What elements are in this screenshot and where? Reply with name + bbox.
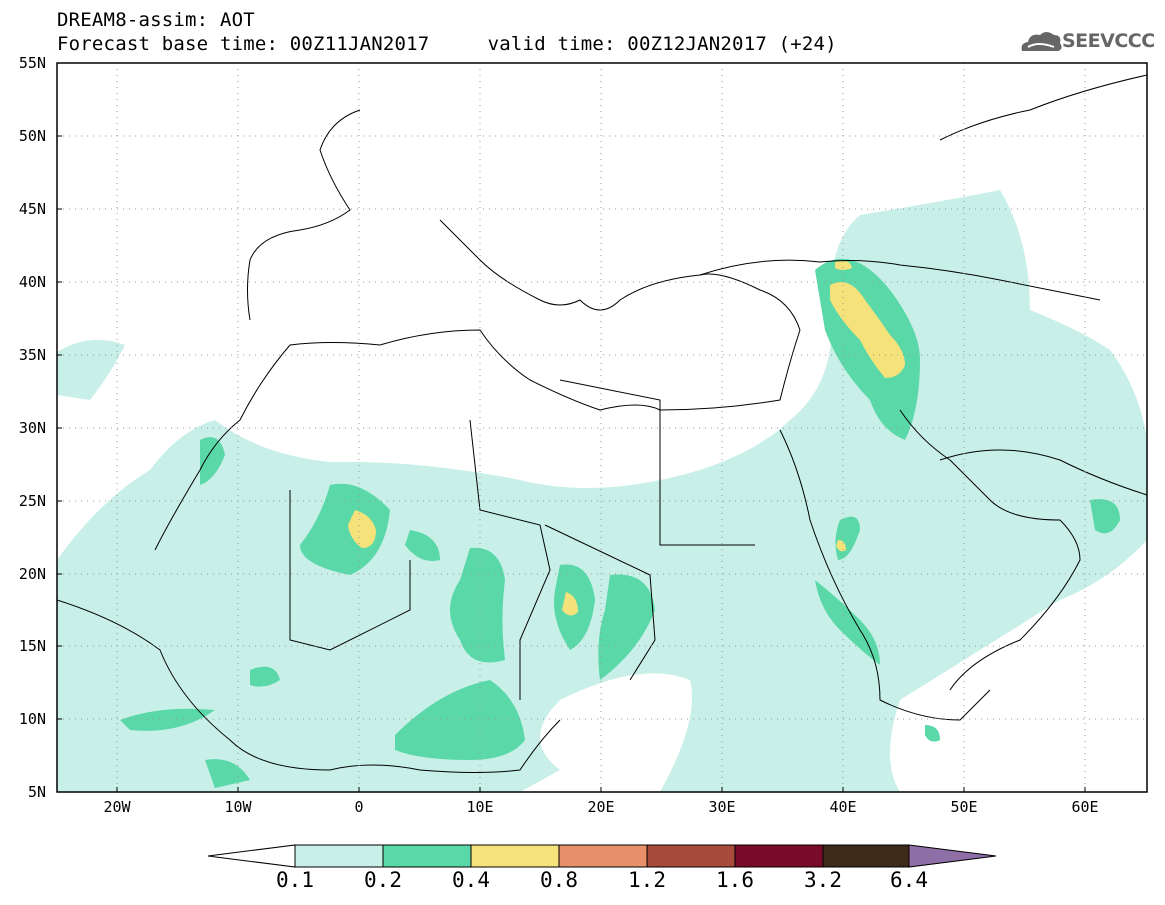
- colorbar-swatch: [382, 844, 472, 868]
- logo-text: SEEVCCC: [1062, 30, 1155, 52]
- colorbar-label: 0.4: [452, 868, 490, 892]
- lat-label: 50N: [19, 127, 46, 145]
- colorbar-high-arrow: [908, 844, 997, 868]
- aot-field: [57, 190, 1147, 792]
- colorbar: [207, 844, 997, 868]
- colorbar-swatch: [470, 844, 560, 868]
- colorbar-label: 1.2: [628, 868, 666, 892]
- lat-label: 35N: [19, 346, 46, 364]
- colorbar-label: 0.8: [540, 868, 578, 892]
- lon-labels: 20W 10W 0 10E 20E 30E 40E 50E 60E: [103, 798, 1098, 816]
- colorbar-label: 0.1: [276, 868, 314, 892]
- lon-label: 0: [354, 798, 363, 816]
- cloud-logo-icon: [1021, 32, 1062, 51]
- colorbar-swatch: [734, 844, 824, 868]
- colorbar-label: 6.4: [890, 868, 928, 892]
- colorbar-swatch: [822, 844, 910, 868]
- lon-label: 20E: [587, 798, 614, 816]
- colorbar-swatch: [646, 844, 736, 868]
- lat-label: 55N: [19, 54, 46, 72]
- lat-label: 30N: [19, 419, 46, 437]
- colorbar-low-arrow: [207, 844, 296, 868]
- colorbar-label: 1.6: [716, 868, 754, 892]
- colorbar-label: 3.2: [804, 868, 842, 892]
- axis-ticks: [57, 135, 1086, 792]
- forecast-time-line: Forecast base time: 00Z11JAN2017 valid t…: [57, 33, 837, 55]
- lat-labels: 5N 10N 15N 20N 25N 30N 35N 40N 45N 50N 5…: [19, 54, 46, 801]
- lat-label: 20N: [19, 565, 46, 583]
- coastlines: [57, 74, 1147, 773]
- lon-label: 50E: [950, 798, 977, 816]
- colorbar-label: 0.2: [364, 868, 402, 892]
- lat-label: 45N: [19, 200, 46, 218]
- lon-label: 60E: [1071, 798, 1098, 816]
- colorbar-swatch: [294, 844, 384, 868]
- lon-label: 20W: [103, 798, 131, 816]
- lat-label: 40N: [19, 273, 46, 291]
- lon-label: 30E: [708, 798, 735, 816]
- lat-label: 25N: [19, 492, 46, 510]
- lat-label: 5N: [28, 783, 46, 801]
- lat-label: 10N: [19, 710, 46, 728]
- lat-label: 15N: [19, 637, 46, 655]
- chart-title: DREAM8-assim: AOT: [57, 9, 255, 31]
- lon-label: 40E: [829, 798, 856, 816]
- lon-label: 10E: [466, 798, 493, 816]
- aot-level-0.4: [348, 260, 905, 616]
- aot-level-0.1: [57, 190, 1147, 792]
- lon-label: 10W: [224, 798, 252, 816]
- colorbar-swatch: [558, 844, 648, 868]
